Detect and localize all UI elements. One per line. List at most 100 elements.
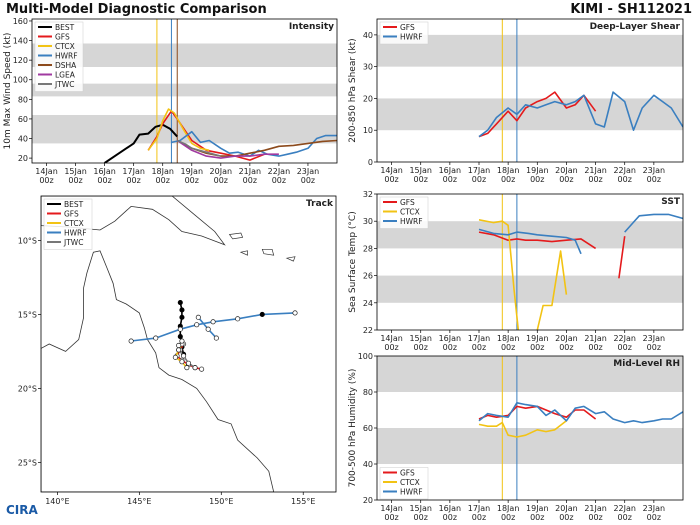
intensity-frame	[31, 18, 338, 164]
sst-ylabel: Sea Surface Temp (°C)	[348, 211, 358, 312]
track-chart: 140°E 145°E 150°E 155°E 10°S 15°S 20°S 25°S Trac…	[18, 195, 337, 506]
sst-xtick-hour: 00z	[559, 343, 573, 352]
intensity-legend-label-best: BEST	[55, 23, 75, 32]
intensity-xtick-date: 18Jan	[151, 167, 174, 176]
sst-frame	[376, 193, 684, 331]
track-ytick-label: 20°S	[18, 384, 37, 393]
rh-series-ctcx	[478, 420, 567, 438]
shear-xtick-hour: 00z	[618, 175, 632, 184]
shear-xtick-hour: 00z	[414, 175, 428, 184]
shear-chart: 01020304014Jan00z15Jan00z16Jan00z17Jan00…	[348, 18, 684, 184]
intensity-legend-label-gfs: GFS	[55, 33, 70, 42]
track-ytick-label: 25°S	[18, 458, 37, 467]
shear-legend-label-gfs: GFS	[400, 23, 415, 32]
rh-ytick-label: 20	[363, 496, 373, 505]
rh-legend-label-gfs: GFS	[400, 469, 415, 478]
rh-band-1	[377, 356, 683, 392]
island-3	[285, 256, 296, 262]
sst-xtick-date: 23Jan	[643, 334, 666, 343]
intensity-xtick-date: 16Jan	[93, 167, 116, 176]
rh-series-hwrf	[478, 402, 683, 424]
intensity-xtick-date: 21Jan	[239, 167, 262, 176]
intensity-xtick-date: 22Jan	[268, 167, 291, 176]
intensity-series-jtwc	[176, 139, 222, 157]
shear-ytick-label: 40	[363, 31, 373, 40]
sst-chart: 22242628303214Jan00z15Jan00z16Jan00z17Ja…	[348, 190, 684, 352]
shear-ytick-label: 20	[363, 94, 373, 103]
track-point-hwrf	[235, 316, 241, 322]
shear-xtick-date: 22Jan	[613, 166, 636, 175]
rh-ylabel: 700-500 hPa Humidity (%)	[348, 369, 358, 488]
sst-xtick-hour: 00z	[472, 343, 486, 352]
sst-xtick-date: 15Jan	[409, 334, 432, 343]
track-xtick-label: 150°E	[209, 497, 233, 506]
intensity-ytick-label: 20	[18, 154, 28, 163]
track-point-gfs	[199, 366, 205, 372]
rh-ytick-label: 40	[363, 460, 373, 469]
shear-xtick-hour: 00z	[588, 175, 602, 184]
sst-xtick-hour: 00z	[530, 343, 544, 352]
track-point-hwrf	[177, 326, 183, 332]
intensity-series-ctcx	[147, 108, 210, 152]
shear-xtick-date: 17Jan	[468, 166, 491, 175]
sst-xtick-hour: 00z	[384, 343, 398, 352]
track-point-hwrf	[259, 311, 265, 317]
sst-xtick-date: 17Jan	[468, 334, 491, 343]
rh-xtick-date: 23Jan	[643, 504, 666, 513]
intensity-xtick-date: 15Jan	[64, 167, 87, 176]
shear-ylabel: 200-850 hPa Shear (kt)	[348, 38, 358, 142]
shear-xtick-hour: 00z	[559, 175, 573, 184]
intensity-xtick-hour: 00z	[156, 176, 170, 185]
intensity-ytick-label: 60	[18, 115, 28, 124]
shear-legend-label-hwrf: HWRF	[400, 33, 423, 42]
intensity-xtick-hour: 00z	[185, 176, 199, 185]
cira-logo: CIRA	[6, 503, 38, 517]
intensity-xtick-hour: 00z	[97, 176, 111, 185]
shear-xtick-date: 18Jan	[497, 166, 520, 175]
track-point-best	[179, 314, 185, 320]
sst-legend-label-hwrf: HWRF	[400, 217, 423, 226]
track-point-hwrf	[210, 319, 216, 325]
rh-ytick-label: 100	[358, 352, 373, 361]
rh-title: Mid-Level RH	[613, 359, 680, 369]
shear-xtick-date: 16Jan	[439, 166, 462, 175]
shear-series-hwrf	[478, 91, 683, 138]
shear-xtick-date: 14Jan	[380, 166, 403, 175]
sst-xtick-hour: 00z	[588, 343, 602, 352]
rh-xtick-hour: 00z	[384, 513, 398, 522]
track-xtick-label: 155°E	[291, 497, 315, 506]
track-point-hwrf	[213, 335, 219, 341]
rh-xtick-date: 21Jan	[584, 504, 607, 513]
track-legend-label-jtwc: JTWC	[63, 238, 83, 247]
rh-xtick-date: 18Jan	[497, 504, 520, 513]
intensity-xtick-date: 20Jan	[210, 167, 233, 176]
intensity-xtick-hour: 00z	[214, 176, 228, 185]
sst-xtick-date: 19Jan	[526, 334, 549, 343]
track-point-hwrf	[128, 338, 134, 344]
intensity-legend-label-lgea: LGEA	[55, 71, 76, 80]
sst-xtick-date: 20Jan	[555, 334, 578, 343]
shear-xtick-date: 21Jan	[584, 166, 607, 175]
sst-ytick-label: 26	[363, 272, 373, 281]
intensity-xtick-date: 17Jan	[122, 167, 145, 176]
track-point-hwrf	[195, 314, 201, 320]
track-point-jtwc	[176, 347, 182, 353]
sst-legend-label-gfs: GFS	[400, 198, 415, 207]
sst-xtick-hour: 00z	[618, 343, 632, 352]
intensity-ylabel: 10m Max Wind Speed (kt)	[3, 33, 13, 150]
intensity-series-lgea	[176, 139, 279, 159]
track-point-best	[177, 300, 183, 306]
rh-xtick-hour: 00z	[559, 513, 573, 522]
intensity-legend-label-dsha: DSHA	[55, 61, 77, 70]
rh-legend-label-ctcx: CTCX	[400, 478, 420, 487]
sst-ytick-label: 30	[363, 217, 373, 226]
shear-xtick-date: 23Jan	[643, 166, 666, 175]
sst-xtick-date: 22Jan	[613, 334, 636, 343]
sst-xtick-hour: 00z	[501, 343, 515, 352]
intensity-ytick-label: 80	[18, 95, 28, 104]
track-point-hwrf	[205, 326, 211, 332]
shear-frame	[376, 18, 684, 163]
rh-xtick-date: 19Jan	[526, 504, 549, 513]
page-title: Multi-Model Diagnostic Comparison	[6, 2, 267, 17]
